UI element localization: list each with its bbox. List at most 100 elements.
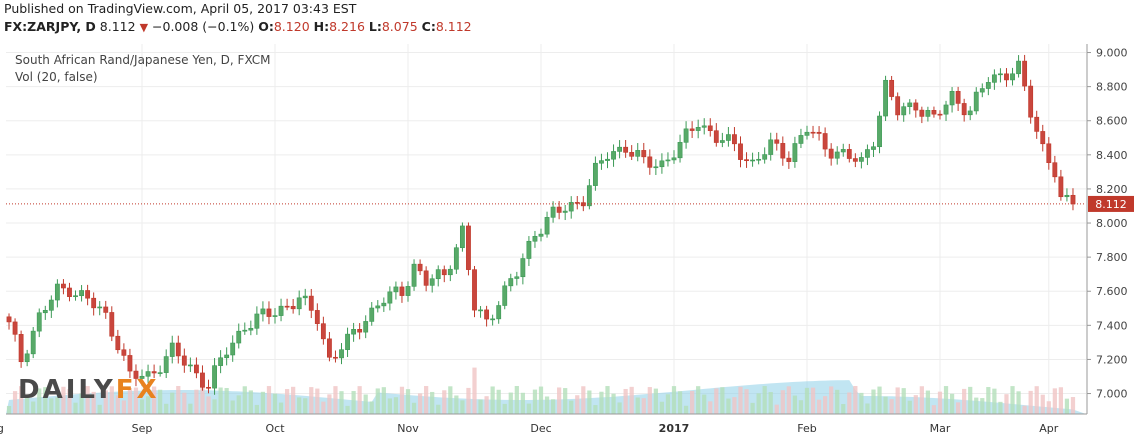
price-chart[interactable]: 7.000 7.200 7.400 7.600 7.800 8.000 8.200 8.400… (0, 40, 1140, 442)
volume-bar (345, 405, 350, 414)
y-tick-label: 7.400 (1096, 319, 1128, 332)
candle-body (490, 318, 496, 321)
candle-body (24, 353, 30, 363)
candle-body (206, 386, 211, 389)
candle-body (1028, 85, 1034, 118)
candle-body (236, 330, 242, 344)
volume-bar (901, 388, 906, 414)
volume-bar (575, 395, 580, 414)
candle-body (846, 149, 852, 159)
volume-bar (629, 386, 634, 414)
candle-body (653, 166, 659, 169)
candle-body (865, 149, 870, 158)
candle-body (248, 327, 254, 331)
volume-bar (895, 387, 900, 414)
volume-bar (18, 386, 24, 414)
volume-bar (1040, 394, 1045, 414)
volume-bar (816, 399, 822, 414)
candle-body (375, 305, 381, 309)
candle-body (459, 225, 465, 249)
symbol-label: FX:ZARJPY, D (4, 19, 96, 34)
volume-bar (599, 391, 604, 414)
volume-bar (236, 395, 241, 414)
candle-body (744, 159, 749, 162)
volume-bar (823, 396, 828, 414)
volume-bar (702, 394, 707, 414)
volume-bar (194, 389, 199, 414)
volume-bar (411, 402, 417, 414)
volume-bar (272, 393, 278, 414)
volume-bar (242, 386, 247, 414)
candle-body (230, 342, 236, 356)
volume-bar (381, 387, 386, 414)
volume-bar (170, 392, 175, 414)
low-label: L: (368, 19, 382, 34)
x-tick-label: 2017 (659, 422, 690, 435)
close-value: 8.112 (435, 19, 472, 34)
candle-body (871, 146, 876, 150)
candle-body (659, 160, 665, 168)
volume-bar (992, 388, 997, 414)
volume-bar (810, 387, 816, 414)
volume-bar (919, 386, 924, 414)
candle-body (163, 356, 169, 373)
candle-body (1040, 131, 1046, 145)
volume-bar (37, 388, 42, 414)
candle-body (36, 312, 42, 332)
volume-bar (798, 400, 804, 414)
candle-body (599, 160, 604, 164)
volume-bar (931, 405, 937, 414)
candle-body (701, 125, 707, 128)
chart-frame[interactable]: 7.000 7.200 7.400 7.600 7.800 8.000 8.200 8.400… (0, 40, 1140, 442)
candle-body (792, 143, 798, 162)
volume-bar (859, 392, 864, 414)
volume-bar (224, 388, 229, 414)
volume-bar (925, 390, 931, 414)
volume-bar (1052, 388, 1057, 414)
volume-bar (587, 390, 592, 414)
candle-body (725, 134, 731, 141)
candle-body (671, 157, 677, 161)
candle-body (538, 233, 544, 237)
candle-body (175, 342, 181, 357)
candle-body (200, 372, 205, 388)
candle-body (756, 158, 762, 161)
candle-body (568, 202, 574, 212)
candle-body (254, 313, 260, 329)
volume-bar (97, 404, 102, 414)
volume-bar (611, 393, 616, 414)
volume-bar (1016, 391, 1021, 414)
candle-body (635, 150, 641, 157)
volume-bar (260, 391, 266, 414)
candle-body (647, 156, 653, 168)
volume-bar (291, 386, 296, 414)
volume-bar (847, 392, 852, 414)
volume-bar (956, 402, 961, 414)
open-value: 8.120 (273, 19, 310, 34)
volume-bar (520, 392, 525, 414)
down-arrow-icon: ▼ (139, 21, 149, 34)
volume-bar (436, 404, 441, 414)
volume-bar (986, 387, 991, 414)
candle-body (949, 91, 955, 106)
volume-bar (31, 401, 36, 414)
candle-body (774, 139, 780, 144)
volume-bar (91, 391, 96, 414)
high-label: H: (313, 19, 330, 34)
volume-bar (417, 393, 423, 414)
candle-body (484, 309, 490, 320)
published-line: Published on TradingView.com, April 05, … (4, 1, 357, 16)
volume-bar (665, 394, 671, 414)
y-tick-label: 8.600 (1096, 115, 1128, 128)
volume-bar (1028, 390, 1033, 414)
volume-bar (514, 386, 519, 414)
candle-body (109, 312, 115, 337)
candle-body (266, 308, 272, 317)
volume-bar (557, 387, 562, 414)
volume-bar (484, 396, 489, 414)
candle-body (302, 295, 308, 299)
candle-body (798, 135, 804, 144)
candle-body (73, 295, 78, 298)
volume-bar (980, 398, 985, 414)
candle-body (351, 329, 357, 335)
